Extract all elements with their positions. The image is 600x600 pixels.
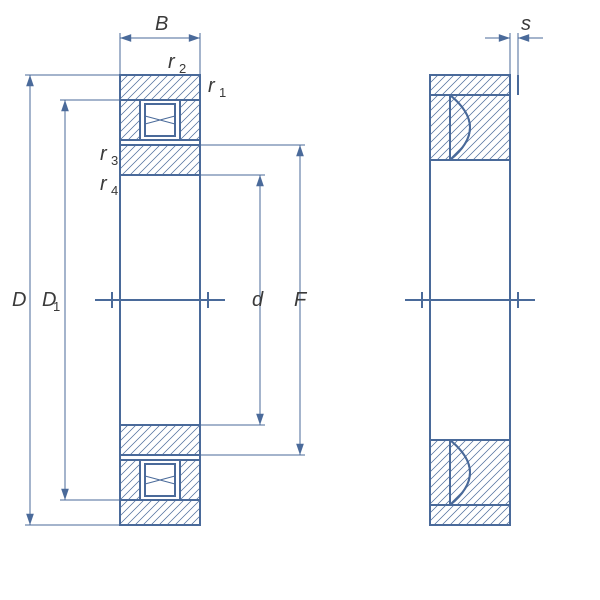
svg-text:B: B	[155, 13, 168, 35]
svg-text:3: 3	[111, 153, 118, 168]
svg-text:1: 1	[53, 299, 60, 314]
svg-text:d: d	[252, 289, 264, 311]
svg-text:D: D	[12, 289, 26, 311]
svg-text:1: 1	[219, 85, 226, 100]
svg-text:s: s	[521, 13, 531, 35]
bearing-diagram: DD1dFBsr1r2r3r4	[0, 0, 600, 600]
svg-text:F: F	[294, 289, 308, 311]
svg-text:2: 2	[179, 61, 186, 76]
svg-text:4: 4	[111, 183, 118, 198]
